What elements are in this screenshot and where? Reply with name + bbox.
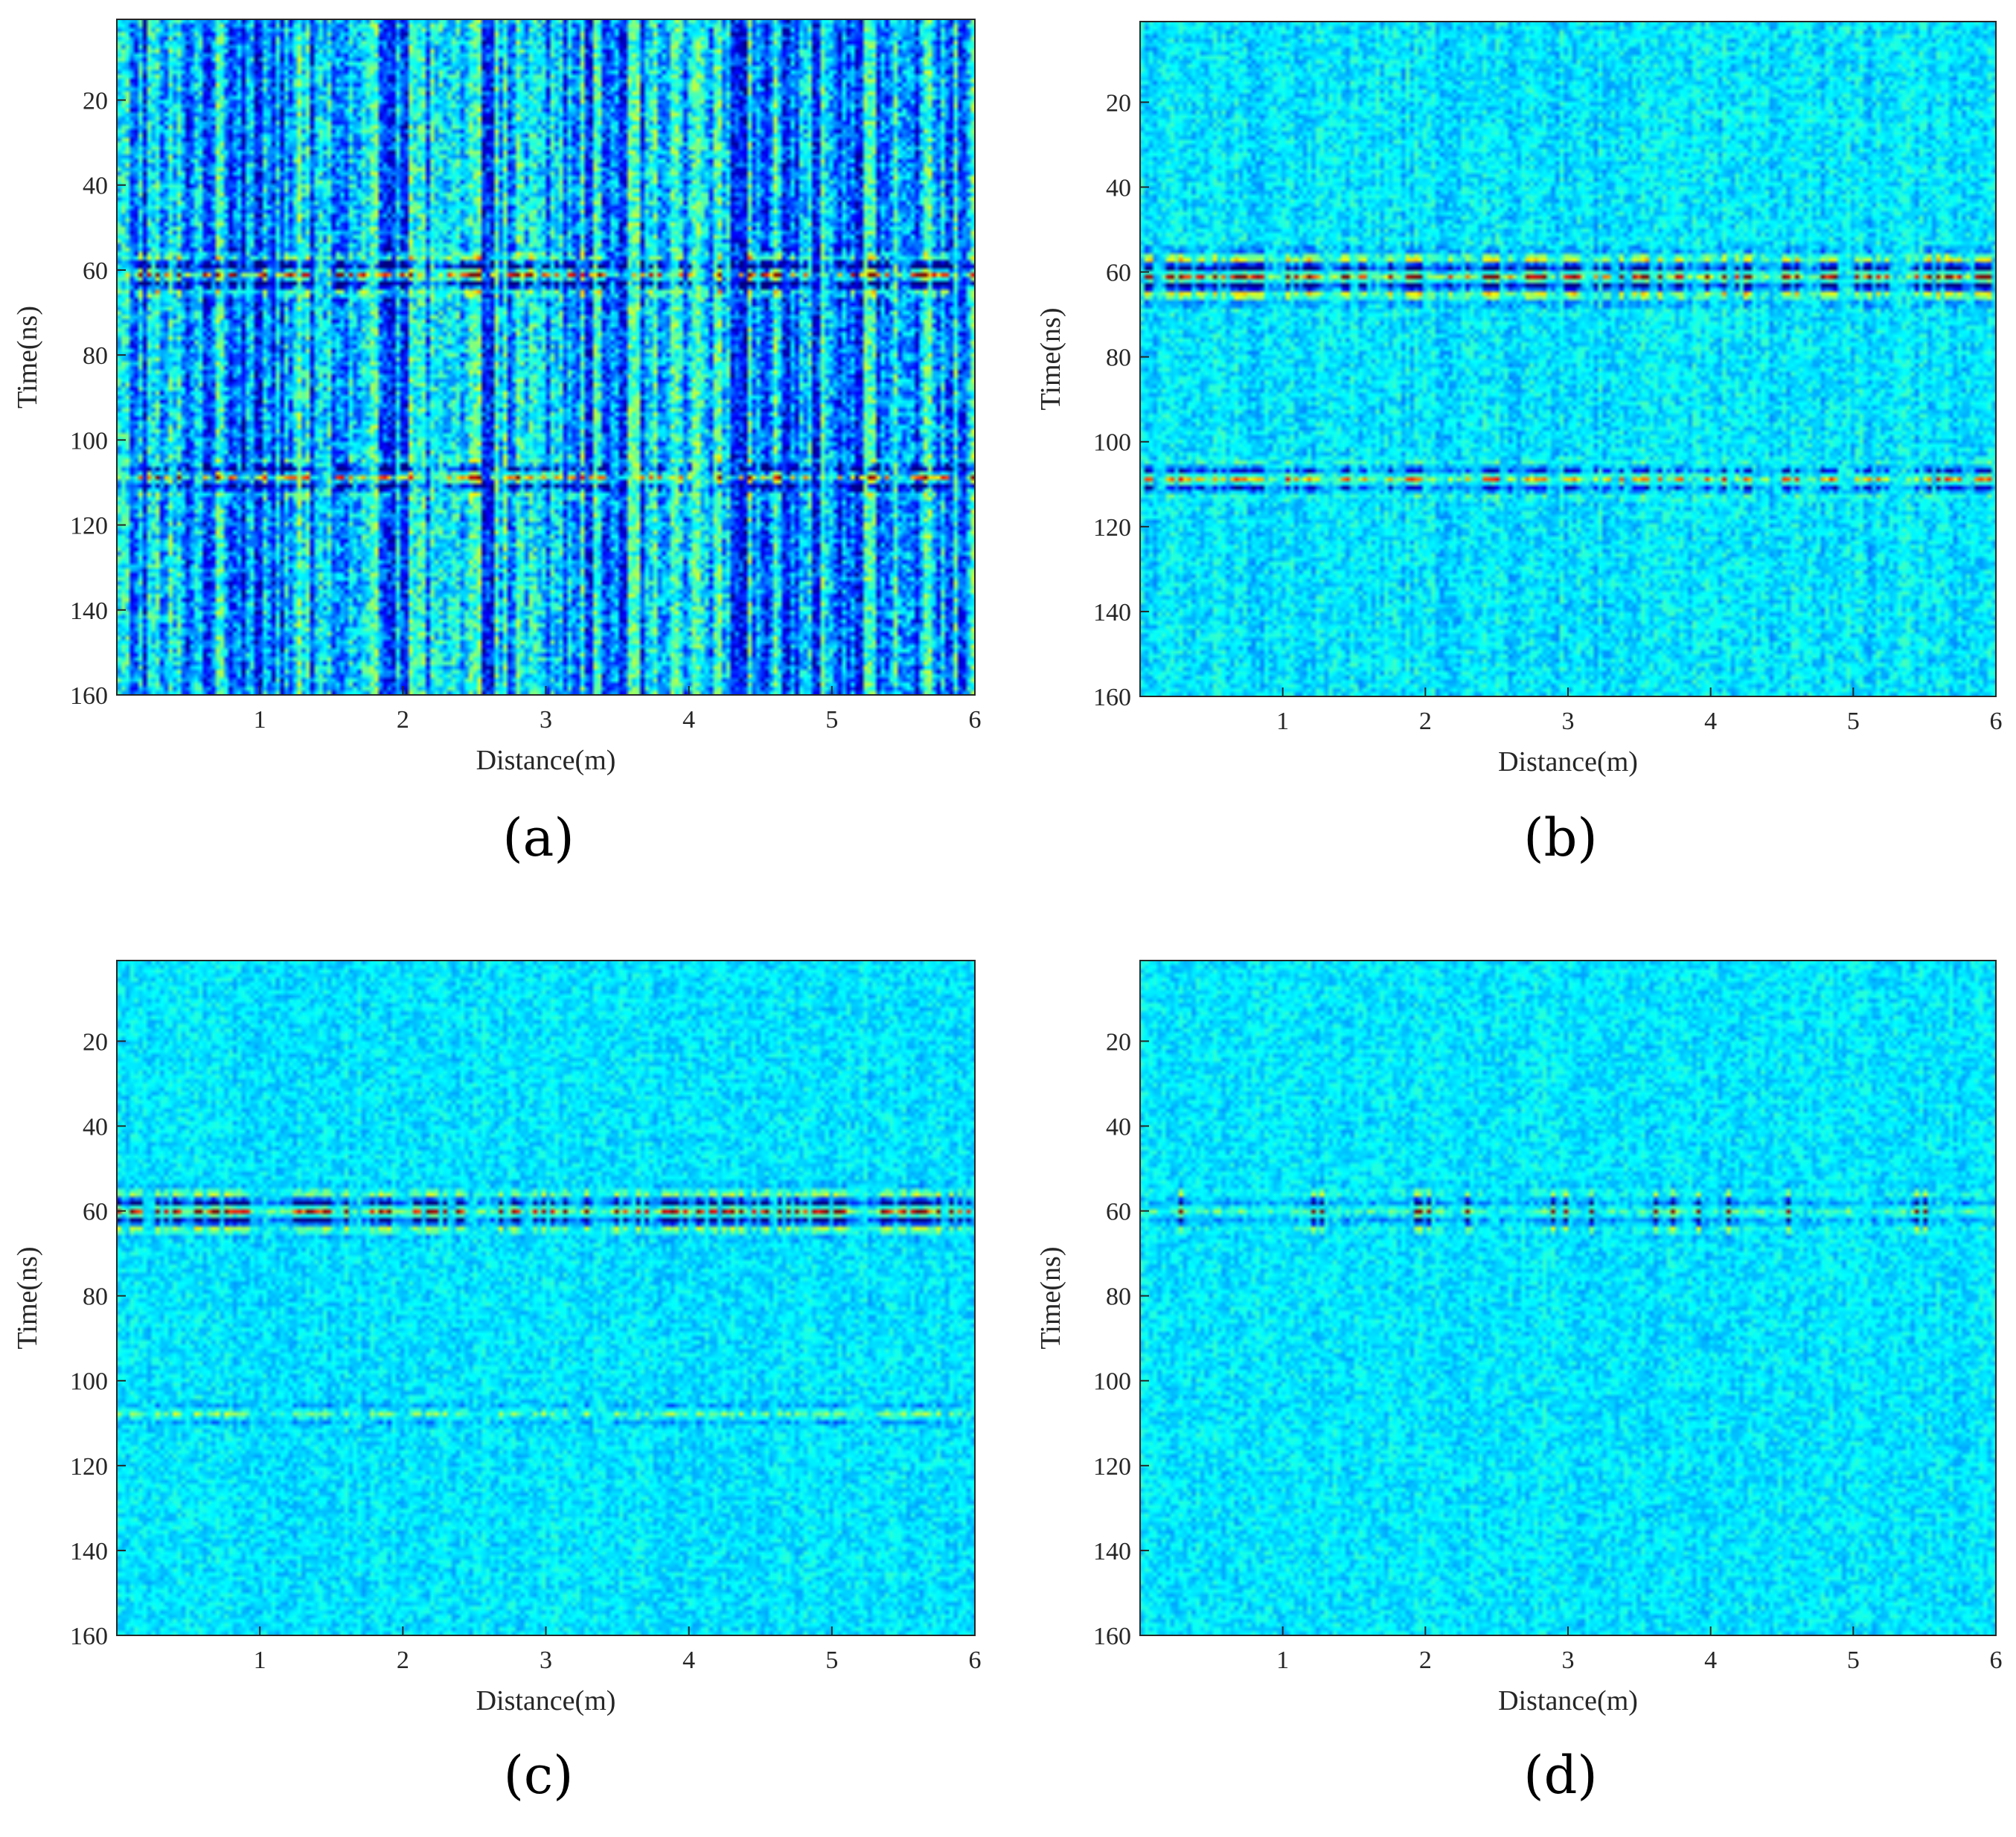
chart-panel-3: 1 2 3 4 5 6 20 40 60 80 100 120 140 160 Distance(m) Tim…: [12, 960, 982, 1806]
panel-label: (b): [1523, 807, 1597, 868]
x-tick-label: 1: [254, 706, 266, 734]
panel-label: (d): [1523, 1745, 1597, 1806]
y-tick-label: 140: [1093, 1538, 1131, 1565]
x-axis-title: Distance(m): [1498, 746, 1638, 778]
y-tick-label: 80: [1106, 1283, 1131, 1311]
y-tick-label: 20: [1106, 1028, 1131, 1056]
x-tick-label: 4: [682, 1647, 695, 1674]
x-tick-label: 1: [1276, 1647, 1289, 1674]
y-tick-label: 140: [1093, 599, 1131, 626]
heatmap-image: [117, 961, 975, 1635]
x-tick-label: 3: [1562, 1647, 1575, 1674]
x-tick-label: 2: [397, 706, 409, 734]
y-tick-label: 100: [1093, 1368, 1131, 1396]
y-axis-title: Time(ns): [12, 306, 43, 408]
x-tick-label: 6: [969, 706, 982, 734]
chart-panel-4: 1 2 3 4 5 6 20 40 60 80 100 120 140 160 Distance(m) Tim…: [1035, 960, 2003, 1806]
y-tick-label: 20: [83, 1028, 108, 1056]
y-tick-label: 80: [1106, 344, 1131, 372]
x-axis-title: Distance(m): [476, 745, 616, 776]
y-tick-label: 80: [83, 342, 108, 370]
y-tick-label: 120: [1093, 514, 1131, 542]
x-tick-label: 6: [1990, 708, 2003, 735]
x-tick-label: 3: [540, 1647, 552, 1674]
y-tick-label: 120: [70, 1453, 108, 1481]
y-tick-label: 160: [70, 1623, 108, 1650]
y-tick-label: 60: [83, 1199, 108, 1226]
y-tick-label: 100: [70, 1368, 108, 1396]
chart-panel-2: 1 2 3 4 5 6 20 40 60 80 100 120 140 160 Distance(m) Tim…: [1035, 21, 2003, 868]
heatmap-image: [1140, 961, 1996, 1635]
y-tick-label: 140: [70, 597, 108, 625]
x-tick-label: 6: [969, 1647, 982, 1674]
y-tick-label: 60: [1106, 260, 1131, 287]
x-tick-label: 5: [825, 706, 838, 734]
chart-panel-1: 1 2 3 4 5 6 20 40 60 80 100 120 140 160 Distance(m) Tim…: [12, 19, 982, 868]
x-tick-label: 3: [1562, 708, 1575, 735]
y-tick-label: 20: [83, 88, 108, 115]
x-axis-title: Distance(m): [1498, 1685, 1638, 1716]
x-tick-label: 3: [540, 706, 552, 734]
y-tick-label: 140: [70, 1538, 108, 1565]
x-tick-label: 2: [397, 1647, 409, 1674]
y-tick-label: 160: [1093, 1623, 1131, 1650]
y-axis-title: Time(ns): [12, 1247, 43, 1350]
y-tick-label: 160: [70, 682, 108, 710]
y-tick-label: 120: [1093, 1453, 1131, 1481]
heatmap-image: [1140, 22, 1996, 696]
x-tick-label: 1: [254, 1647, 266, 1674]
y-axis-title: Time(ns): [1035, 1247, 1066, 1350]
y-tick-label: 40: [83, 1113, 108, 1141]
y-tick-label: 100: [1093, 429, 1131, 457]
y-tick-label: 100: [70, 427, 108, 455]
x-tick-label: 5: [825, 1647, 838, 1674]
y-tick-label: 40: [83, 173, 108, 200]
x-tick-label: 2: [1419, 708, 1432, 735]
x-tick-label: 5: [1847, 1647, 1860, 1674]
x-tick-label: 4: [1704, 708, 1717, 735]
y-tick-label: 40: [1106, 174, 1131, 202]
x-tick-label: 6: [1990, 1647, 2003, 1674]
x-tick-label: 5: [1847, 708, 1860, 735]
x-tick-label: 4: [1704, 1647, 1717, 1674]
heatmap-image: [117, 19, 975, 695]
y-axis-title: Time(ns): [1035, 308, 1066, 411]
x-axis-title: Distance(m): [476, 1685, 616, 1716]
y-tick-label: 80: [83, 1283, 108, 1311]
panel-label: (c): [504, 1745, 574, 1806]
x-tick-label: 4: [682, 706, 695, 734]
x-tick-label: 1: [1276, 708, 1289, 735]
y-tick-label: 160: [1093, 684, 1131, 711]
y-tick-label: 60: [83, 257, 108, 285]
panel-label: (a): [502, 807, 574, 868]
y-tick-label: 20: [1106, 89, 1131, 117]
y-tick-label: 60: [1106, 1199, 1131, 1226]
y-tick-label: 40: [1106, 1113, 1131, 1141]
x-tick-label: 2: [1419, 1647, 1432, 1674]
y-tick-label: 120: [70, 513, 108, 540]
